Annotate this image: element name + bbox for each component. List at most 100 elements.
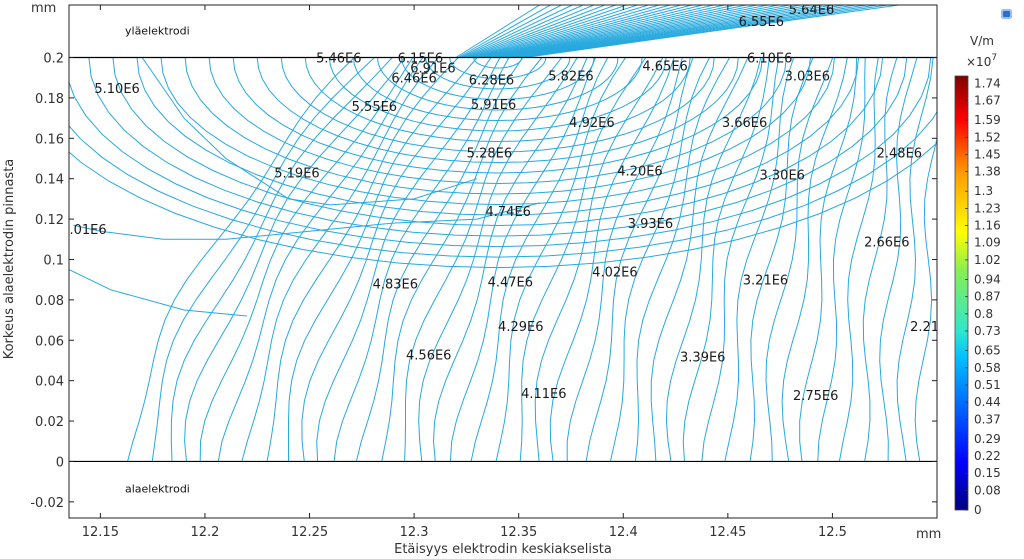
region-label: alaelektrodi [125,482,190,495]
contour-fan-line [482,5,682,58]
contour-line [184,57,405,462]
colorbar-tick-label: 0.08 [974,483,1001,497]
contour-line [418,57,578,462]
contour-line [288,57,478,462]
contour-fan-line [491,5,725,58]
contour-line [749,57,814,462]
contour-arc [449,57,547,80]
contour-arc [88,57,908,237]
contour-arc [473,57,523,69]
contour-fan-line [516,5,856,58]
contour-line [381,57,543,462]
y-tick-label: 0.08 [35,294,64,309]
contour-fan-line [474,5,638,58]
x-tick-label: 12.35 [500,525,537,540]
contour-fan-line [480,5,671,58]
window-control-icon[interactable] [1001,9,1012,19]
contour-label: 5.91E6 [471,98,516,113]
contour-label: 4.56E6 [406,348,451,363]
contour-fan-line [518,5,866,58]
x-tick-label: 12.3 [400,525,429,540]
contour-line [241,57,439,462]
x-tick-label: 12.2 [190,525,219,540]
colorbar-tick-label: 0.29 [974,432,1001,446]
contour-line [879,57,918,462]
contour-arc [69,142,937,269]
electrode-boundaries: yläelektrodi alaelektrodi [69,25,937,495]
y-tick-label: 0.2 [43,52,64,67]
x-tick-label: 12.5 [818,525,847,540]
contour-fan-line [501,5,779,58]
colorbar-unit: V/m [970,34,994,48]
x-tick-label: 12.4 [609,525,638,540]
contour-fan-line [472,5,627,58]
y-tick-label: 0 [56,455,64,470]
contour-line [862,57,898,462]
colorbar-tick-label: 0.22 [974,449,1001,463]
contour-line [127,57,355,462]
colorbar-tick-label: 1.16 [974,219,1001,233]
colorbar-tick-label: 0.15 [974,466,1001,480]
colorbar-tick-label: 0.94 [974,273,1001,287]
contour-line [333,57,510,462]
contour-fan-line [470,5,616,58]
contour-line [634,57,731,462]
contour-line [650,57,749,462]
contour-line [896,57,934,462]
colorbar: V/m ×107 0 0.08 0.15 0.22 0.29 0.37 0.44 0.51 0.… [954,34,1001,517]
contour-fan-line [499,5,769,58]
colorbar-tick-label: 1.67 [974,94,1001,108]
contour-label: 3.30E6 [760,169,805,184]
x-axis-ticks: 12.15 12.2 12.25 12.3 12.35 12.4 12.45 12.5 [82,5,847,540]
contour-label: 5.64E6 [789,3,834,18]
contour-arc [401,57,595,101]
colorbar-tick-label: 1.09 [974,236,1001,250]
colorbar-tick-label: 1.38 [974,165,1001,179]
contour-line [799,57,858,462]
contour-line [470,57,609,462]
contour-line [534,57,664,462]
contour-arc [328,57,667,132]
contour-fan-line [455,5,540,58]
region-label: yläelektrodi [125,25,190,38]
contour-fan-line [524,5,899,58]
contour-fan-line [459,5,562,58]
contour-fan-line [487,5,703,58]
contour-fan-line [497,5,758,58]
contour-label: 4.74E6 [486,205,531,220]
colorbar-tick-label: 1.23 [974,201,1001,215]
contour-fan-line [464,5,584,58]
contour-label: 2.48E6 [877,146,922,161]
contour-line [151,57,375,462]
colorbar-tick-label: 1.02 [974,253,1001,267]
contour-arc [280,57,715,153]
contour-line [585,57,694,462]
x-tick-label: 12.45 [709,525,746,540]
colorbar-tick-label: 1.59 [974,113,1001,127]
contour-fan-line [520,5,877,58]
colorbar-tick-label: 0.87 [974,290,1001,304]
plot-background [69,5,937,518]
contour-label: 4.47E6 [488,276,533,291]
contour-label: 2.75E6 [793,389,838,404]
colorbar-tick-label: 0.44 [974,395,1001,409]
contour-line [69,269,247,317]
contour-arc [69,110,937,258]
colorbar-tick-label: 1.74 [974,76,1001,90]
y-tick-label: 0.02 [35,415,64,430]
contour-line [449,57,596,462]
contour-line [665,57,762,462]
contour-fan-line [508,5,812,58]
colorbar-tick-label: 1.52 [974,130,1001,144]
contour-label: 6.10E6 [747,52,792,67]
contour-label: 6.28E6 [469,74,514,89]
contour-line [170,57,393,462]
y-axis-unit: mm [31,1,56,16]
contour-arc [232,57,763,174]
contour-label: 3.93E6 [628,217,673,232]
contour-fan-line [461,5,573,58]
contour-arc [256,57,739,164]
contour-line [566,57,683,462]
x-axis-label: Etäisyys elektrodin keskiakselista [394,542,612,557]
